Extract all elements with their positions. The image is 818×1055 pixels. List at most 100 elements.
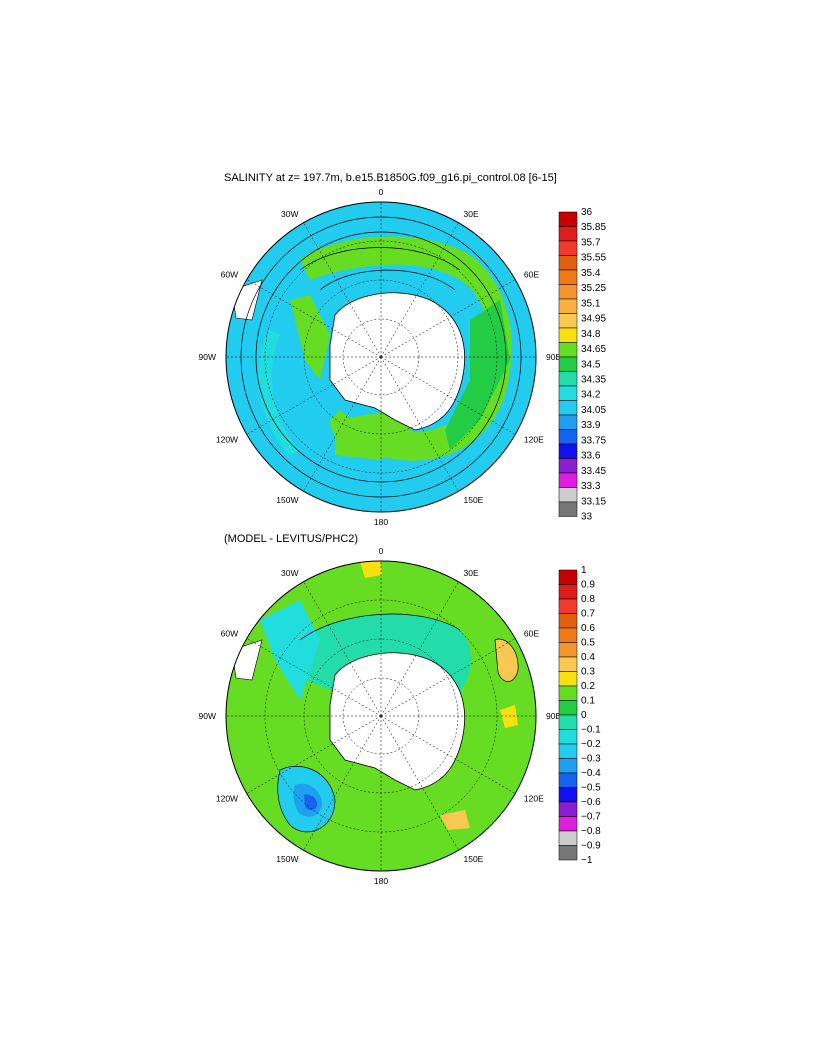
colorbar-label: −0.5 xyxy=(581,783,601,794)
colorbar-label: 34.35 xyxy=(581,374,606,385)
colorbar-label: −0.1 xyxy=(581,725,601,736)
colorbar-label: 35.25 xyxy=(581,283,606,294)
colorbar-swatch xyxy=(558,385,578,401)
longitude-label: 60W xyxy=(221,629,238,639)
longitude-label: 30W xyxy=(281,209,298,219)
colorbar-label: 0.9 xyxy=(581,580,595,591)
colorbar-label: 33.3 xyxy=(581,481,601,492)
colorbar-label: 35.1 xyxy=(581,298,601,309)
colorbar-label: 0.5 xyxy=(581,638,595,649)
colorbar-label: 33.75 xyxy=(581,435,606,446)
colorbar-swatch xyxy=(558,313,578,329)
colorbar-swatch xyxy=(558,327,578,343)
colorbar-swatch xyxy=(558,356,578,372)
colorbar-label: 33.6 xyxy=(581,451,601,462)
colorbar-swatch xyxy=(558,772,578,788)
colorbar-label: −0.4 xyxy=(581,768,601,779)
top-colorbar: 36 35.85 35.7 35.55 35.4 35.25 35.1 34.95 34.8 34… xyxy=(558,207,606,523)
meridian-line xyxy=(380,638,516,717)
meridian-line xyxy=(303,715,382,851)
colorbar-swatch xyxy=(558,758,578,774)
meridian-line xyxy=(303,581,382,717)
meridian-line xyxy=(303,356,382,492)
colorbar-label: 34.05 xyxy=(581,405,606,416)
longitude-label: 90W xyxy=(199,711,216,721)
salinity-band xyxy=(335,410,420,460)
colorbar-label: 34.2 xyxy=(581,390,601,401)
longitude-label: 30W xyxy=(281,568,298,578)
antarctica-landmass xyxy=(329,292,465,431)
longitude-label: 0 xyxy=(379,546,384,556)
meridian-line xyxy=(380,715,459,851)
longitude-label: 180 xyxy=(374,876,388,886)
colorbar-swatch xyxy=(558,743,578,759)
bottom-map-title: (MODEL - LEVITUS/PHC2) xyxy=(224,533,359,545)
colorbar-swatch xyxy=(558,443,578,459)
meridian-line xyxy=(380,581,459,717)
colorbar-swatch xyxy=(558,598,578,614)
colorbar-label: 33.9 xyxy=(581,420,601,431)
anomaly-band xyxy=(260,600,320,700)
colorbar-swatch xyxy=(558,700,578,716)
meridian-line xyxy=(380,356,516,435)
longitude-label: 120W xyxy=(216,794,238,804)
colorbar-swatch xyxy=(558,414,578,430)
colorbar-swatch xyxy=(558,787,578,803)
colorbar-swatch xyxy=(558,685,578,701)
colorbar-label: −0.3 xyxy=(581,754,601,765)
colorbar-label: 34.8 xyxy=(581,329,601,340)
colorbar-swatch xyxy=(558,371,578,387)
map-border xyxy=(225,201,537,513)
salinity-band xyxy=(258,330,300,455)
longitude-label: 120E xyxy=(524,435,544,445)
colorbar-swatch xyxy=(558,400,578,416)
longitude-label: 90W xyxy=(199,352,216,362)
colorbar-label: 0.2 xyxy=(581,681,595,692)
colorbar-label: 0 xyxy=(581,710,587,721)
longitude-label: 30E xyxy=(464,209,479,219)
anomaly-band xyxy=(495,639,519,682)
colorbar-label: 0.7 xyxy=(581,609,595,620)
colorbar-swatch xyxy=(558,298,578,314)
colorbar-label: 34.5 xyxy=(581,359,601,370)
colorbar-swatch xyxy=(558,671,578,687)
colorbar-swatch xyxy=(558,269,578,285)
longitude-label: 150E xyxy=(464,854,484,864)
colorbar-label: 33.45 xyxy=(581,466,606,477)
longitude-label: 90E xyxy=(546,711,561,721)
meridian-line xyxy=(380,356,459,492)
longitude-label: 120W xyxy=(216,435,238,445)
meridian-line xyxy=(380,279,516,358)
colorbar-swatch xyxy=(558,801,578,817)
meridian-line xyxy=(303,222,382,358)
colorbar-label: −0.6 xyxy=(581,797,601,808)
colorbar-label: −0.7 xyxy=(581,812,601,823)
colorbar-swatch xyxy=(558,487,578,503)
bottom-difference-map: 0 30E 60E 90E 120E 150E 180 150W 120W 90W 60W 30W 1… xyxy=(199,546,602,886)
colorbar-label: 35.55 xyxy=(581,253,606,264)
colorbar-label: 36 xyxy=(581,207,593,218)
colorbar-swatch xyxy=(558,240,578,256)
colorbar-swatch xyxy=(558,627,578,643)
meridian-line xyxy=(246,715,382,794)
longitude-label: 150E xyxy=(464,495,484,505)
colorbar-swatch xyxy=(558,211,578,227)
top-map-title: SALINITY at z= 197.7m, b.e15.B1850G.f09_… xyxy=(224,172,557,184)
salinity-band xyxy=(300,236,512,461)
colorbar-swatch xyxy=(558,584,578,600)
colorbar-swatch xyxy=(558,714,578,730)
colorbar-label: 0.1 xyxy=(581,696,595,707)
colorbar-swatch xyxy=(558,845,578,861)
longitude-label: 60E xyxy=(524,629,539,639)
colorbar-label: 34.95 xyxy=(581,314,606,325)
colorbar-label: −0.2 xyxy=(581,739,601,750)
colorbar-label: 33 xyxy=(581,512,593,523)
colorbar-swatch xyxy=(558,284,578,300)
meridian-line xyxy=(246,279,382,358)
anomaly-band xyxy=(500,705,518,728)
top-salinity-map: 0 30E 60E 90E 120E 150E 180 150W 120W 90W 60W 30W 3… xyxy=(199,187,607,527)
meridian-line xyxy=(246,356,382,435)
colorbar-swatch xyxy=(558,830,578,846)
colorbar-swatch xyxy=(558,816,578,832)
